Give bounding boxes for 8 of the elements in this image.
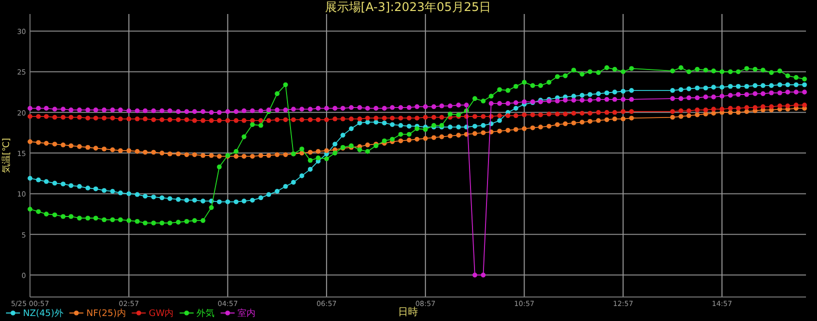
x-axis-title: 日時 <box>398 306 418 318</box>
legend-label: 外気 <box>196 308 215 319</box>
chart-title: 展示場[A-3]:2023年05月25日 <box>324 0 492 14</box>
legend-label: NF(25)内 <box>86 308 126 319</box>
y-axis-title: 気温[℃] <box>1 138 12 174</box>
legend-label: NZ(45)外 <box>23 308 64 319</box>
legend-label: GW内 <box>148 308 174 319</box>
legend-label: 室内 <box>238 308 256 319</box>
